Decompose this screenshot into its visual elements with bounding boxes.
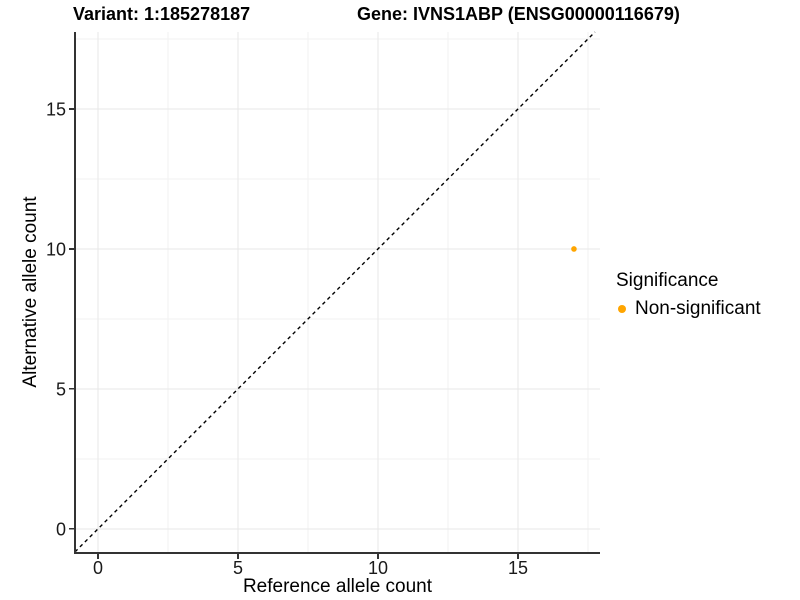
- data-point: [571, 246, 577, 252]
- x-tick-label: 10: [368, 558, 388, 578]
- legend-item-label: Non-significant: [635, 298, 761, 319]
- identity-dashed-line: [74, 31, 596, 553]
- variant-title: Variant: 1:185278187: [73, 4, 251, 24]
- gene-title: Gene: IVNS1ABP (ENSG00000116679): [357, 4, 680, 24]
- x-axis-title: Reference allele count: [242, 576, 433, 597]
- legend-point-icon: [618, 304, 626, 313]
- y-axis-title: Alternative allele count: [20, 196, 41, 388]
- y-tick-label: 10: [46, 239, 66, 259]
- x-tick-label: 5: [233, 558, 243, 578]
- y-tick-label: 5: [56, 379, 66, 399]
- x-tick-label: 15: [508, 558, 528, 578]
- legend-item: Non-significant: [616, 298, 761, 319]
- x-tick-label: 0: [93, 558, 103, 578]
- y-tick-label: 15: [46, 99, 66, 119]
- y-tick-label: 0: [56, 519, 66, 539]
- legend-title: Significance: [616, 270, 719, 291]
- legend: Significance Non-significant: [616, 270, 761, 319]
